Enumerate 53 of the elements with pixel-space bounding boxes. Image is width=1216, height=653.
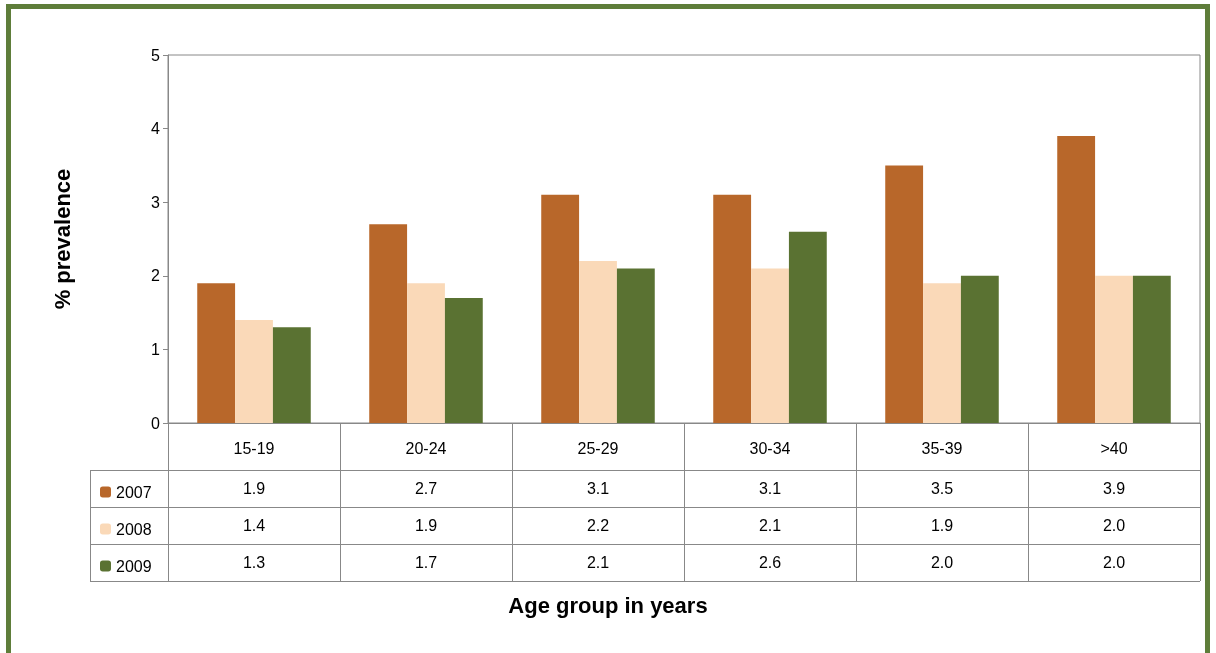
bar: [197, 283, 236, 423]
legend-label: 2008: [116, 520, 152, 538]
data-label: 1.9: [929, 516, 955, 536]
y-tick-label: 1: [151, 340, 161, 358]
legend-label: 2009: [116, 557, 152, 575]
bar: [235, 319, 273, 423]
bar: [1132, 275, 1171, 423]
bar: [541, 194, 580, 423]
data-label: 3.9: [1101, 479, 1127, 499]
bar: [788, 231, 827, 423]
data-label: 2.0: [929, 553, 955, 573]
bar: [713, 194, 752, 423]
x-tick-label: 15-19: [233, 439, 275, 457]
data-label: 1.4: [241, 516, 267, 536]
x-tick-label: 30-34: [749, 439, 791, 457]
data-label: 1.7: [413, 553, 439, 573]
legend-label: 2007: [116, 483, 152, 501]
bar: [1095, 275, 1133, 423]
bar: [751, 268, 789, 423]
y-tick-label: 0: [151, 414, 161, 432]
data-label: 2.1: [585, 553, 611, 573]
bar: [444, 297, 483, 423]
data-label: 1.9: [241, 479, 267, 499]
bar: [960, 275, 999, 423]
data-label: 2.7: [413, 479, 439, 499]
bar: [407, 283, 445, 423]
y-axis-title: % prevalence: [49, 168, 75, 310]
bar: [885, 165, 924, 423]
data-label: 2.1: [757, 516, 783, 536]
x-tick-label: >40: [1100, 439, 1128, 457]
x-tick-label: 25-29: [577, 439, 619, 457]
x-tick-label: 35-39: [921, 439, 963, 457]
y-tick-label: 2: [151, 267, 161, 285]
data-label: 2.2: [585, 516, 611, 536]
data-label: 1.3: [241, 553, 267, 573]
bar: [579, 261, 617, 423]
bar: [923, 283, 961, 423]
y-tick-label: 5: [151, 46, 161, 64]
data-label: 2.0: [1101, 516, 1127, 536]
data-label: 3.5: [929, 479, 955, 499]
data-label: 2.6: [757, 553, 783, 573]
bar: [616, 268, 655, 423]
y-tick-label: 3: [151, 193, 161, 211]
data-label: 3.1: [757, 479, 783, 499]
data-label: 3.1: [585, 479, 611, 499]
y-tick-label: 4: [151, 120, 161, 138]
data-label: 2.0: [1101, 553, 1127, 573]
data-label: 1.9: [413, 516, 439, 536]
text: Age group in years: [508, 592, 708, 618]
bar: [272, 327, 311, 423]
bar: [369, 224, 408, 423]
bar: [1057, 135, 1096, 423]
x-tick-label: 20-24: [405, 439, 447, 457]
